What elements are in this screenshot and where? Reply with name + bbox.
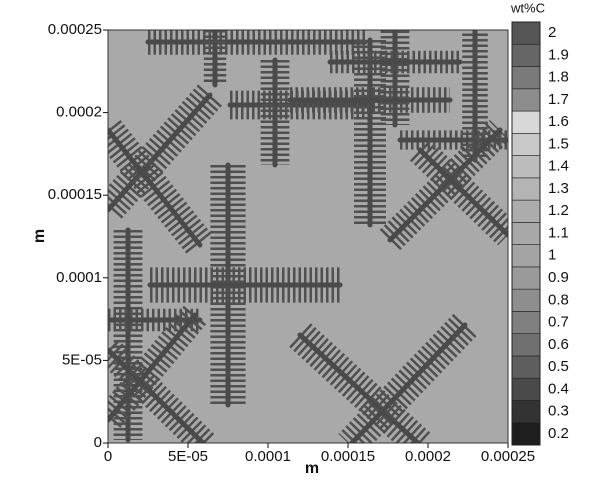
y-tick-label: 0	[94, 434, 102, 451]
colorbar-tick-label: 1.4	[548, 158, 569, 175]
colorbar-level	[511, 21, 541, 45]
colorbar-level	[511, 222, 541, 245]
dendrite-trunk	[387, 127, 503, 243]
dendrite-trunk	[348, 322, 468, 443]
colorbar-tick-label: 0.8	[548, 291, 569, 308]
colorbar-level	[511, 199, 541, 223]
colorbar-tick-label: 0.3	[548, 403, 569, 420]
colorbar-tick-label: 0.7	[548, 314, 569, 331]
dendrite-trunk	[108, 92, 213, 213]
dendrite-trunk	[417, 147, 508, 238]
colorbar-level	[511, 43, 541, 67]
colorbar-tick-label: 1.8	[548, 69, 569, 86]
y-tick-label: 0.0001	[56, 269, 102, 286]
colorbar-tick-label: 1.6	[548, 113, 569, 130]
colorbar-level	[511, 266, 541, 290]
x-axis-label: m	[305, 460, 319, 477]
colorbar-tick-label: 1.7	[548, 91, 569, 108]
colorbar-tick-label: 1	[548, 247, 556, 264]
dendrite-trunk	[108, 312, 198, 423]
colorbar-level	[511, 110, 541, 134]
colorbar-tick-label: 1.5	[548, 135, 569, 152]
y-tick-label: 0.00025	[48, 21, 102, 38]
colorbar-level	[511, 288, 541, 312]
colorbar-level	[511, 244, 541, 268]
colorbar-level	[511, 66, 541, 90]
y-tick-label: 0.00015	[48, 186, 102, 203]
colorbar-level	[511, 333, 541, 357]
y-tick-label: 5E-05	[62, 351, 102, 368]
colorbar-tick-label: 0.9	[548, 269, 569, 286]
colorbar-tick-label: 0.6	[548, 336, 569, 353]
x-tick-label: 0.00015	[321, 448, 375, 465]
y-axis-label: m	[31, 229, 48, 243]
colorbar-level	[511, 88, 541, 112]
x-tick-label: 0	[104, 448, 112, 465]
colorbar-tick-label: 1.1	[548, 224, 569, 241]
dendrite-field	[108, 30, 508, 443]
colorbar-level	[511, 311, 541, 334]
colorbar-level	[511, 133, 541, 156]
x-tick-label: 5E-05	[168, 448, 208, 465]
colorbar-title: wt%C	[510, 0, 545, 15]
dendrite-trunk	[108, 347, 207, 443]
dendrite-trunk	[297, 332, 422, 443]
colorbar-tick-label: 0.5	[548, 358, 569, 375]
x-tick-label: 0.00025	[481, 448, 535, 465]
colorbar-tick-label: 1.3	[548, 180, 569, 197]
colorbar-tick-label: 1.9	[548, 46, 569, 63]
colorbar-level	[511, 155, 541, 179]
colorbar-level	[511, 355, 541, 379]
colorbar-level	[511, 377, 541, 401]
colorbar-tick-label: 1.2	[548, 202, 569, 219]
colorbar-tick-label: 0.2	[548, 425, 569, 442]
x-tick-label: 0.0001	[245, 448, 291, 465]
colorbar-tick-label: 0.4	[548, 380, 569, 397]
plot-frame	[107, 29, 509, 444]
colorbar-tick-label: 2	[548, 24, 556, 41]
colorbar-level	[511, 177, 541, 201]
dendrite-trunk	[108, 127, 203, 248]
y-tick-label: 0.0002	[56, 104, 102, 121]
colorbar-frame	[511, 21, 541, 446]
x-tick-label: 0.0002	[405, 448, 451, 465]
colorbar-level	[511, 400, 541, 424]
colorbar-level	[511, 422, 541, 446]
